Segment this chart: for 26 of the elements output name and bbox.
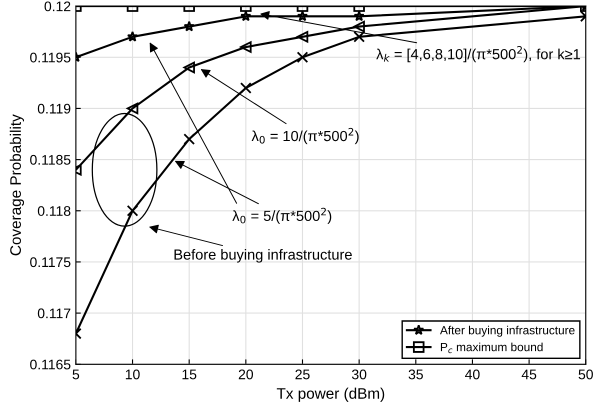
x-tick-label: 45 [522,370,536,380]
y-axis-title: Coverage Probability [10,114,24,256]
x-tick-label: 35 [408,369,423,380]
y-tick-label: 0.118 [38,206,70,216]
y-tick-label: 0.117 [38,308,70,318]
y-tick-label: 0.1195 [30,52,70,62]
x-tick-label: 30 [352,369,366,380]
y-tick-label: 0.119 [38,104,70,114]
legend-label: After buying infrastructure [440,326,575,337]
x-tick-label: 15 [182,370,196,380]
legend-label: P$_{c}$ maximum bound [440,342,543,354]
x-tick-label: 10 [126,369,140,380]
y-tick-label: 0.1175 [30,257,70,268]
annotation: λ$_{k}$ = [4,6,8,10]/(π*500$^{2}$), for k≥1 [376,46,580,62]
x-tick-label: 40 [465,369,480,380]
y-tick-label: 0.1165 [30,360,70,370]
annotation: λ$_{0}$ = 5/(π*500$^{2}$) [232,208,332,224]
x-tick-label: 25 [295,369,310,380]
x-tick-label: 50 [578,369,593,380]
x-tick-label: 5 [72,370,80,380]
y-tick-label: 0.1185 [30,154,70,165]
annotation: λ$_{0}$ = 10/(π*500$^{2}$) [252,128,359,144]
x-tick-label: 20 [238,369,254,380]
x-axis-title: Tx power (dBm) [276,388,384,402]
y-tick-label: 0.12 [44,1,70,12]
annotation: Before buying infrastructure [174,248,352,263]
